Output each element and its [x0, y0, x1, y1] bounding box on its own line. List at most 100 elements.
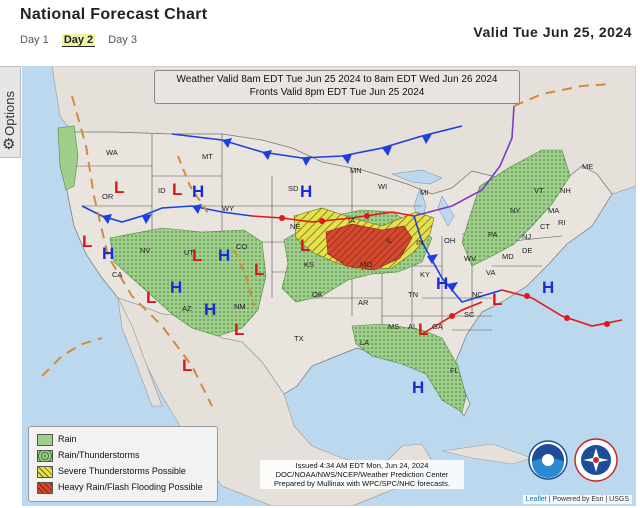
high-pressure-icon: H: [102, 244, 115, 263]
tstorm-area-northeast: [461, 149, 571, 267]
state-label: NJ: [522, 232, 532, 241]
tstorm-area-west: [109, 227, 267, 337]
gear-icon[interactable]: ⚙: [2, 136, 16, 153]
issued-info: Issued 4:34 AM EDT Mon, Jun 24, 2024 DOC…: [260, 460, 464, 489]
high-pressure-icon: H: [542, 278, 555, 297]
high-pressure-icon: H: [412, 378, 425, 397]
issuing-agency: DOC/NOAA/NWS/NCEP/Weather Prediction Cen…: [275, 470, 449, 479]
state-label: NC: [472, 290, 483, 299]
state-label: MA: [548, 206, 560, 215]
flood-swatch: [37, 481, 53, 494]
options-label: Options: [2, 91, 17, 136]
cuba-land: [441, 443, 533, 465]
severe-swatch: [37, 465, 53, 478]
low-pressure-icon: L: [234, 320, 245, 339]
state-label: SD: [288, 184, 299, 193]
legend-label: Heavy Rain/Flash Flooding Possible: [58, 482, 203, 492]
state-label: GA: [432, 322, 443, 331]
attribution-text: | Powered by Esri | USGS: [548, 496, 629, 503]
valid-line-fronts: Fronts Valid 8pm EDT Tue Jun 25 2024: [249, 87, 425, 98]
legend-item-rain-thunderstorms: Rain/Thunderstorms: [37, 449, 140, 463]
state-label: CA: [112, 270, 123, 279]
trough-west: [71, 95, 213, 407]
prepared-by: Prepared by Mullinax with WPC/SPC/NHC fo…: [274, 479, 450, 488]
warm-front-central: [251, 211, 415, 223]
state-label: WA: [106, 148, 118, 157]
state-label: AL: [408, 322, 418, 331]
state-label: WY: [222, 204, 235, 213]
map-legend: Rain Rain/Thunderstorms Severe Thunderst…: [28, 426, 218, 502]
state-label: AZ: [182, 304, 192, 313]
legend-label: Rain/Thunderstorms: [58, 450, 140, 460]
tstorm-area-southeast: [351, 323, 467, 413]
legend-item-flood: Heavy Rain/Flash Flooding Possible: [37, 481, 203, 495]
high-pressure-icon: H: [204, 300, 217, 319]
tab-day-1[interactable]: Day 1: [20, 34, 49, 46]
low-pressure-icon: L: [114, 178, 125, 197]
trough-east: [513, 83, 613, 107]
low-pressure-icon: L: [254, 260, 265, 279]
forecast-map[interactable]: H H H H H H H H H L L L L L L L L L L L …: [22, 66, 636, 506]
state-label: MI: [420, 188, 429, 197]
low-pressure-icon: L: [418, 320, 429, 339]
high-pressure-icon: H: [170, 278, 183, 297]
rain-swatch: [37, 433, 53, 446]
state-label: NV: [140, 246, 151, 255]
state-label: MO: [360, 260, 373, 269]
legend-item-rain: Rain: [37, 433, 77, 447]
legend-label: Severe Thunderstorms Possible: [58, 466, 186, 476]
options-panel-toggle[interactable]: Options ⚙: [0, 66, 21, 158]
state-label: MT: [202, 152, 213, 161]
tab-day-2[interactable]: Day 2: [61, 34, 96, 47]
low-pressure-icon: L: [300, 236, 311, 255]
state-label: KY: [420, 270, 431, 279]
trough-mexico: [41, 337, 103, 377]
rain-thunderstorms-swatch: [37, 449, 53, 462]
issued-time: Issued 4:34 AM EDT Mon, Jun 24, 2024: [295, 461, 429, 470]
nws-logo-icon: [574, 438, 618, 482]
state-label: DE: [522, 246, 533, 255]
state-label: NE: [290, 222, 301, 231]
state-label: VT: [534, 186, 544, 195]
state-label: OH: [444, 236, 456, 245]
state-label: ME: [582, 162, 594, 171]
low-pressure-icon: L: [146, 288, 157, 307]
high-pressure-icon: H: [300, 182, 313, 201]
low-pressure-icon: L: [172, 180, 183, 199]
state-label: OR: [102, 192, 114, 201]
legend-item-severe: Severe Thunderstorms Possible: [37, 465, 186, 479]
day-tabs: Day 1 Day 2 Day 3: [20, 34, 147, 47]
state-label: WI: [378, 182, 388, 191]
warm-front-atlantic: [501, 289, 623, 327]
trough-rockies: [177, 155, 255, 307]
state-label: MN: [350, 166, 362, 175]
low-pressure-icon: L: [82, 232, 93, 251]
valid-date-label: Valid Tue Jun 25, 2024: [473, 24, 632, 40]
state-label: KS: [304, 260, 315, 269]
high-pressure-icon: H: [192, 182, 205, 201]
low-pressure-icon: L: [182, 356, 193, 375]
state-label: ID: [158, 186, 166, 195]
noaa-logo-icon: [528, 440, 568, 480]
state-label: SC: [464, 310, 475, 319]
stationary-front-ne: [413, 105, 515, 217]
high-pressure-icon: H: [218, 246, 231, 265]
state-label: MS: [388, 322, 400, 331]
warm-front-barbs: [279, 213, 610, 327]
low-pressure-icon: L: [192, 246, 203, 265]
tab-day-3[interactable]: Day 3: [108, 34, 137, 46]
state-label: CT: [540, 222, 550, 231]
leaflet-link[interactable]: Leaflet: [525, 496, 547, 503]
state-label: IN: [416, 238, 424, 247]
state-label: FL: [450, 366, 459, 375]
state-label: RI: [558, 218, 566, 227]
low-pressure-icon: L: [492, 290, 503, 309]
state-label: WV: [464, 254, 477, 263]
cold-front-barbs: [102, 134, 458, 292]
state-label: PA: [488, 230, 498, 239]
map-attribution: Leaflet | Powered by Esri | USGS: [522, 495, 632, 504]
page-title: National Forecast Chart: [20, 6, 208, 23]
high-pressure-icon: H: [436, 274, 449, 293]
state-label: IL: [386, 236, 393, 245]
state-label: NY: [510, 206, 521, 215]
